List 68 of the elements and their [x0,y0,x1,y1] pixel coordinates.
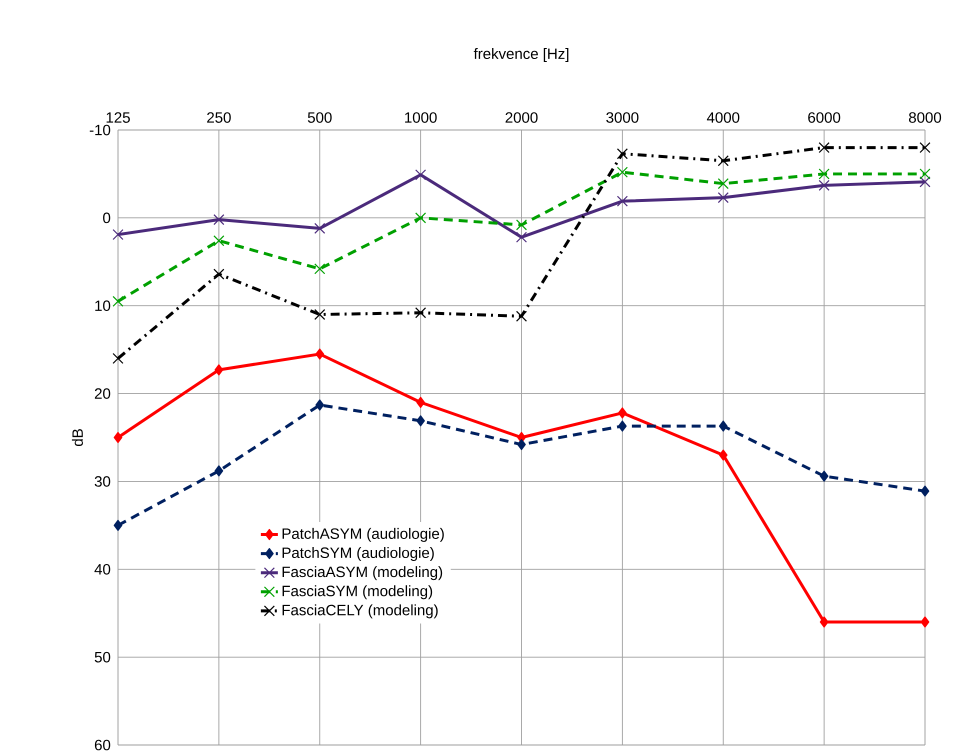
point [315,399,324,410]
point [314,263,326,274]
point [919,142,931,153]
point [112,352,124,364]
point [616,148,628,160]
y-tick-label: 50 [94,652,110,662]
point [114,520,122,531]
x-tick-label: 500 [308,112,332,123]
point [314,308,326,320]
x-tick-label: 6000 [808,112,840,123]
point [818,168,830,180]
point [516,310,528,322]
point [415,212,426,224]
point [315,348,324,360]
legend-label: PatchSYM (audiologie) [282,546,434,561]
y-tick-label: 20 [94,388,110,399]
point [920,616,930,628]
point [718,155,729,166]
point [718,192,729,204]
legend-label: PatchASYM (audiologie) [282,528,444,542]
point [818,142,830,153]
point [919,176,931,188]
x-axis-title: frekvence [Hz] [474,48,568,62]
point [920,485,930,497]
legend-label: FasciaCELY (modeling) [282,604,438,618]
y-tick-label: -10 [90,124,110,136]
x-tick-label: 125 [106,112,130,123]
x-tick-label: 4000 [706,112,740,123]
point [214,465,224,476]
point [415,307,426,318]
x-tick-label: 250 [207,112,231,123]
y-tick-label: 30 [94,476,110,487]
point [616,196,628,207]
y-tick-label: 60 [94,740,110,750]
x-tick-label: 3000 [606,112,638,123]
point [416,415,425,426]
y-tick-label: 10 [95,300,110,311]
point [114,432,122,443]
point [516,219,528,230]
point [213,235,224,246]
point [314,222,326,234]
point [213,268,224,280]
point [214,364,224,376]
y-tick-label: 0 [103,212,110,224]
point [415,169,426,180]
y-axis-title: dB [72,428,83,446]
point [517,438,526,450]
point [820,616,828,628]
x-tick-label: 2000 [506,112,538,123]
x-tick-label: 1000 [405,112,437,123]
point [112,296,124,307]
point [416,396,425,408]
point [213,214,224,226]
point [616,166,628,178]
x-tick-label: 8000 [908,112,942,123]
point [820,470,828,482]
point [718,449,728,461]
point [718,420,728,432]
legend-label: FasciaSYM (modeling) [282,585,432,600]
legend-label: FasciaASYM (modeling) [282,566,442,580]
point [919,168,931,180]
point [112,228,124,240]
point [818,180,830,191]
point [516,232,528,243]
point [618,407,627,418]
point [718,178,729,189]
point [618,420,627,432]
y-tick-label: 40 [94,564,110,574]
